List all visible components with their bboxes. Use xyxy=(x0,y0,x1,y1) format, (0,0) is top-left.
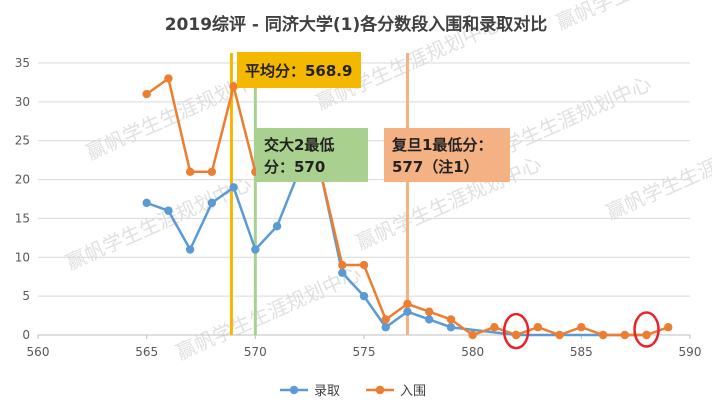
callout-box-1 xyxy=(237,52,361,88)
series-2-point xyxy=(185,167,195,176)
highlight-layer xyxy=(502,311,660,350)
y-tick-label: 35 xyxy=(15,56,30,70)
y-tick-label: 0 xyxy=(22,328,30,342)
series-2-point xyxy=(381,315,390,324)
watermark-text: 赢帆学生生涯规划中心 xyxy=(552,0,712,35)
callout-label-3: 复旦1最低分： 577（注1） xyxy=(391,136,492,176)
series-1-point xyxy=(251,245,260,254)
callout-box-2 xyxy=(256,128,368,182)
callout-box-3 xyxy=(384,128,510,182)
watermark-text: 赢帆学生生涯规划中心 xyxy=(172,261,364,364)
watermark-text: 赢帆学生生涯规划中心 xyxy=(62,171,254,274)
series-1-point xyxy=(446,323,456,332)
series-2-point xyxy=(577,323,586,332)
series-1-point xyxy=(381,323,390,332)
callout-line: 分：570 xyxy=(264,158,325,176)
callout-line: 平均分：568.9 xyxy=(245,62,352,80)
legend-label: 录取 xyxy=(314,384,340,399)
x-tick-label: 565 xyxy=(135,345,158,359)
series-1-point xyxy=(185,245,195,254)
y-tick-label: 20 xyxy=(15,173,30,187)
legend-swatch-marker xyxy=(375,385,385,395)
highlight-circle-1 xyxy=(502,312,530,350)
series-1-point xyxy=(403,307,412,316)
series-2-point xyxy=(533,323,543,332)
series-1-point xyxy=(207,198,217,208)
series-2-point xyxy=(511,330,521,340)
callout-line: 交大2最低 xyxy=(264,136,334,154)
series-2-point xyxy=(468,330,477,340)
legend-label: 入围 xyxy=(400,384,426,399)
callout-line: 577（注1） xyxy=(392,158,479,176)
series-2-point xyxy=(338,260,347,270)
series-1-point xyxy=(229,183,238,192)
series-2-point xyxy=(490,323,499,332)
legend: 录取 入围 xyxy=(280,384,426,399)
series-2-point xyxy=(642,330,651,340)
highlight-circle-2 xyxy=(633,311,660,348)
series-2-point xyxy=(229,82,238,91)
x-tick-label: 575 xyxy=(353,345,376,359)
axes: 0 5 10 15 20 25 30 35 560 565 570 575 580 585 590 xyxy=(15,56,702,359)
series-2-point xyxy=(598,330,608,340)
x-tick-label: 585 xyxy=(570,345,593,359)
reference-lines xyxy=(229,53,409,335)
series-2-point xyxy=(664,323,673,332)
series-1-point xyxy=(359,291,369,301)
series-2-point xyxy=(142,89,151,99)
series-1-point xyxy=(272,222,282,231)
series-2-point xyxy=(446,315,456,324)
chart-title: 2019综评 - 同济大学(1)各分数段入围和录取对比 xyxy=(165,14,548,35)
callout-line: 复旦1最低分： xyxy=(391,136,492,154)
y-tick-label: 15 xyxy=(15,211,30,225)
series-2-point xyxy=(555,330,564,340)
series-2-point xyxy=(425,307,434,316)
series-1-point xyxy=(142,198,151,208)
x-tick-label: 580 xyxy=(461,345,484,359)
y-tick-label: 10 xyxy=(15,250,30,264)
series-1-point xyxy=(164,206,173,215)
series-2-point xyxy=(164,74,173,83)
series-2-point xyxy=(359,260,369,270)
y-tick-label: 30 xyxy=(15,95,30,109)
callout-label-2: 交大2最低分：570 xyxy=(264,136,334,176)
series-1-point xyxy=(425,315,434,324)
y-tick-label: 5 xyxy=(22,289,30,303)
watermark-text: 赢帆学生生涯规划中心 xyxy=(602,121,712,224)
legend-swatch-marker xyxy=(289,385,299,395)
callout-label-1: 平均分：568.9 xyxy=(245,62,352,80)
callouts: 平均分：568.9 交大2最低分：570 复旦1最低分： 577（注1） xyxy=(237,52,510,182)
series-1-point xyxy=(338,268,347,278)
y-tick-label: 25 xyxy=(15,134,30,148)
x-tick-label: 570 xyxy=(244,345,267,359)
x-tick-label: 560 xyxy=(27,345,50,359)
series-2-point xyxy=(403,299,412,309)
x-tick-label: 590 xyxy=(679,345,702,359)
series-2-point xyxy=(620,330,629,340)
series-2-point xyxy=(207,167,217,176)
